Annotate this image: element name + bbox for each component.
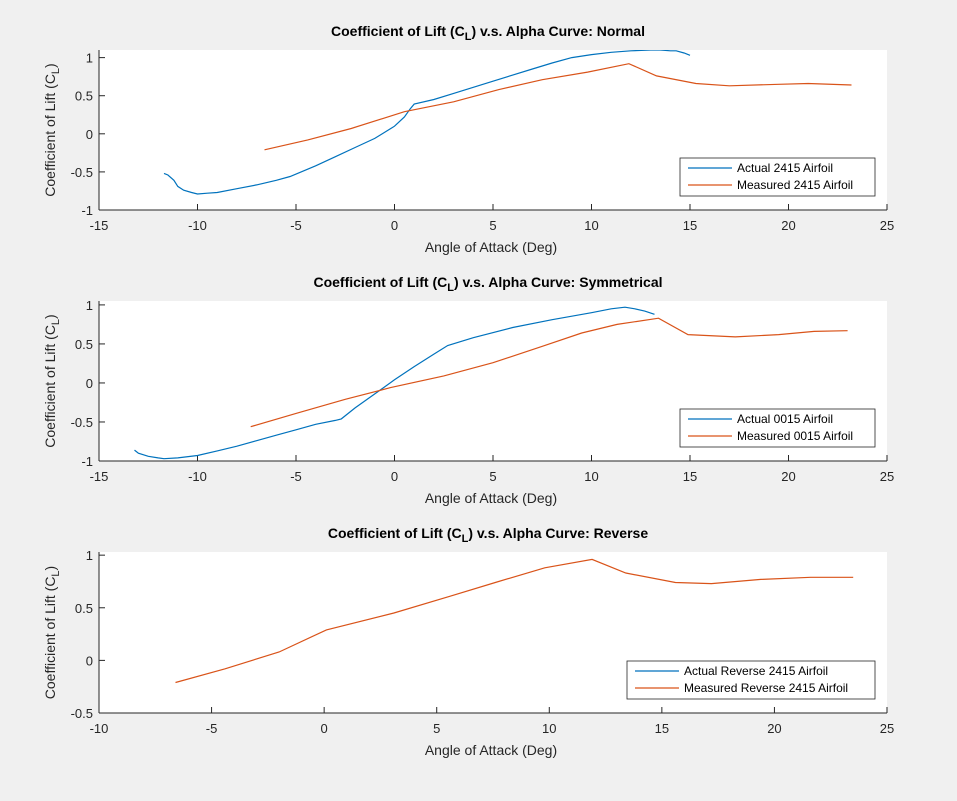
series-line-2 xyxy=(250,317,848,428)
x-tick-label: 25 xyxy=(880,721,894,736)
y-tick-label: -1 xyxy=(81,454,93,469)
x-tick-label: 15 xyxy=(683,469,697,484)
x-tick-label: 0 xyxy=(391,469,398,484)
x-tick-label: 5 xyxy=(433,721,440,736)
legend-label-2: Measured 2415 Airfoil xyxy=(737,178,853,192)
legend-label-1: Actual 2415 Airfoil xyxy=(737,161,833,175)
x-tick-label: -5 xyxy=(290,218,302,233)
x-tick-label: -10 xyxy=(188,469,207,484)
series-line-2 xyxy=(175,558,854,684)
y-tick-label: -0.5 xyxy=(71,415,93,430)
legend-box xyxy=(679,157,876,197)
x-tick-label: -10 xyxy=(188,218,207,233)
y-tick-label: 1 xyxy=(86,51,93,66)
x-tick-label: 10 xyxy=(584,469,598,484)
series-line-2 xyxy=(264,63,852,151)
x-tick-label: 15 xyxy=(655,721,669,736)
x-tick-label: 25 xyxy=(880,218,894,233)
y-axis-label: Coefficient of Lift (CL) xyxy=(42,314,62,447)
x-tick-label: 10 xyxy=(584,218,598,233)
x-tick-label: 20 xyxy=(781,218,795,233)
y-tick-label: -0.5 xyxy=(71,706,93,721)
series-line-1 xyxy=(134,306,655,460)
x-tick-label: 5 xyxy=(489,469,496,484)
y-axis-label: Coefficient of Lift (CL) xyxy=(42,566,62,699)
y-tick-label: 0.5 xyxy=(75,89,93,104)
series-line-1 xyxy=(163,50,691,195)
legend: Actual 2415 Airfoil Measured 2415 Airfoil xyxy=(679,157,876,197)
x-tick-label: 5 xyxy=(489,218,496,233)
x-tick-label: -15 xyxy=(90,469,109,484)
y-tick-label: 0 xyxy=(86,653,93,668)
x-axis-label: Angle of Attack (Deg) xyxy=(425,490,557,506)
chart-title: Coefficient of Lift (CL) v.s. Alpha Curv… xyxy=(331,23,645,43)
chart-panel-2: -15 -10 -5 0 5 10 15 20 25 -1 -0.5 0 0.5 1 Coefficient… xyxy=(42,274,894,506)
legend-box xyxy=(679,408,876,448)
x-tick-label: -10 xyxy=(90,721,109,736)
x-tick-label: 10 xyxy=(542,721,556,736)
legend-box xyxy=(626,660,876,700)
x-tick-label: 20 xyxy=(767,721,781,736)
y-tick-label: 0 xyxy=(86,376,93,391)
x-tick-label: 25 xyxy=(880,469,894,484)
x-tick-label: -15 xyxy=(90,218,109,233)
x-tick-label: 0 xyxy=(321,721,328,736)
y-tick-label: 0.5 xyxy=(75,601,93,616)
chart-title: Coefficient of Lift (CL) v.s. Alpha Curv… xyxy=(328,525,648,545)
y-axis-label: Coefficient of Lift (CL) xyxy=(42,63,62,196)
y-tick-label: -0.5 xyxy=(71,165,93,180)
legend: Actual 0015 Airfoil Measured 0015 Airfoil xyxy=(679,408,876,448)
x-tick-label: 0 xyxy=(391,218,398,233)
y-tick-label: 1 xyxy=(86,298,93,313)
x-tick-label: 20 xyxy=(781,469,795,484)
y-tick-label: -1 xyxy=(81,203,93,218)
chart-panel-3: -10 -5 0 5 10 15 20 25 -0.5 0 0.5 1 Coefficient of L… xyxy=(42,525,894,758)
x-axis-label: Angle of Attack (Deg) xyxy=(425,239,557,255)
x-tick-label: 15 xyxy=(683,218,697,233)
chart-panel-1: -15 -10 -5 0 5 10 15 20 25 -1 -0.5 0 0.5 1 Coefficient… xyxy=(42,23,894,255)
y-tick-label: 1 xyxy=(86,548,93,563)
y-tick-label: 0 xyxy=(86,127,93,142)
x-axis-label: Angle of Attack (Deg) xyxy=(425,742,557,758)
legend-label-2: Measured 0015 Airfoil xyxy=(737,429,853,443)
legend-label-1: Actual 0015 Airfoil xyxy=(737,412,833,426)
chart-title: Coefficient of Lift (CL) v.s. Alpha Curv… xyxy=(313,274,662,294)
y-tick-label: 0.5 xyxy=(75,337,93,352)
legend: Actual Reverse 2415 Airfoil Measured Reve… xyxy=(626,660,876,700)
x-tick-label: -5 xyxy=(290,469,302,484)
legend-label-1: Actual Reverse 2415 Airfoil xyxy=(684,664,828,678)
legend-label-2: Measured Reverse 2415 Airfoil xyxy=(684,681,848,695)
x-tick-label: -5 xyxy=(206,721,218,736)
